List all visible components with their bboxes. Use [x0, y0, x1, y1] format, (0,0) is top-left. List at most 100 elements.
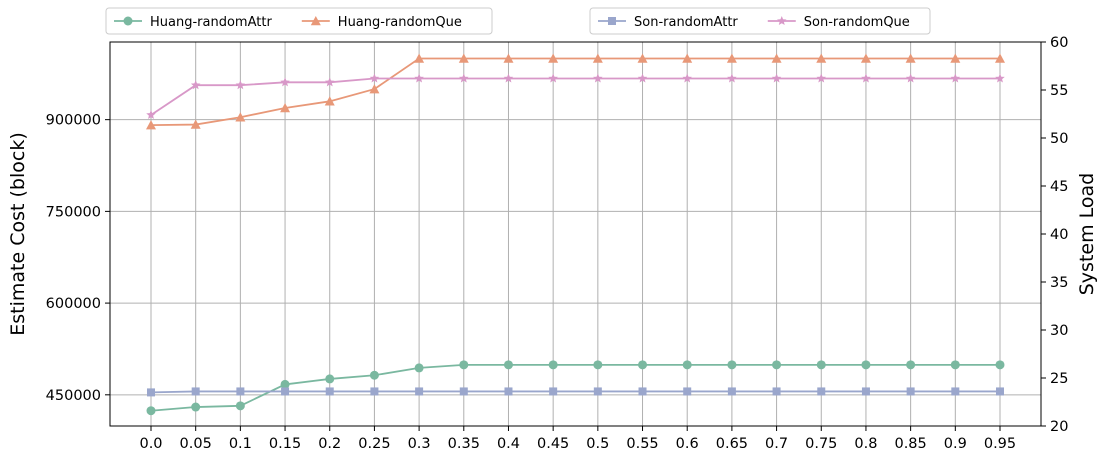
data-point	[638, 360, 648, 370]
x-tick-label: 0.55	[626, 436, 658, 452]
legend-item: Huang-randomQue	[301, 15, 462, 30]
data-point	[727, 73, 737, 83]
y-tick-label-right: 45	[1050, 179, 1068, 195]
legend-label: Huang-randomQue	[338, 15, 462, 30]
data-point	[771, 73, 782, 83]
data-point	[682, 360, 692, 370]
x-tick-label: 0.85	[894, 436, 926, 452]
x-tick-label: 0.5	[586, 436, 609, 452]
data-point	[280, 77, 290, 87]
data-point	[503, 53, 514, 63]
x-tick-label: 0.75	[805, 436, 837, 452]
x-tick-label: 0.3	[408, 436, 431, 452]
y-tick-label-right: 30	[1050, 323, 1068, 339]
data-point	[369, 370, 379, 380]
data-point	[727, 387, 736, 396]
legend-frame	[589, 7, 931, 35]
data-point	[369, 73, 380, 83]
data-point	[459, 387, 468, 396]
x-tick-label: 0.4	[497, 436, 520, 452]
legend-box: Huang-randomAttr Huang-randomQue	[105, 7, 493, 35]
x-tick-label: 0.0	[139, 436, 162, 452]
data-point	[861, 73, 871, 83]
series-layer	[146, 53, 1005, 416]
data-point	[235, 80, 246, 90]
data-point	[682, 53, 693, 63]
data-point	[995, 73, 1005, 83]
data-point	[190, 119, 201, 129]
data-point	[683, 387, 692, 396]
grid-layer	[110, 42, 1041, 426]
data-point	[414, 73, 424, 83]
y-tick-label-right: 20	[1050, 419, 1068, 435]
data-point	[637, 53, 648, 63]
data-point	[548, 73, 558, 83]
legend-label: Huang-randomAttr	[150, 15, 272, 30]
y-axis-title-left: Estimate Cost (block)	[7, 132, 29, 335]
data-point	[324, 96, 335, 106]
y-tick-label-left: 450000	[46, 388, 101, 404]
x-tick-label: 0.35	[448, 436, 480, 452]
series-son-randomattr	[147, 387, 1004, 397]
legend-label: Son-randomQue	[804, 15, 910, 30]
data-point	[593, 73, 603, 83]
data-point	[771, 53, 782, 63]
data-point	[951, 387, 960, 396]
data-point	[861, 387, 870, 396]
data-point	[727, 360, 737, 370]
data-point	[190, 80, 201, 90]
legend-box: Son-randomAttr Son-randomQue	[589, 7, 931, 35]
series-huang-randomattr	[146, 360, 1005, 416]
y-tick-label-right: 60	[1050, 35, 1068, 51]
data-point	[325, 374, 335, 384]
data-point	[995, 360, 1005, 370]
data-point	[772, 387, 781, 396]
axes-layer: 0.0 0.05 0.1 0.15 0.2 0.25 0.3 0.35 0.4 0.45 0.5 0.…	[7, 35, 1098, 452]
data-point	[816, 360, 826, 370]
data-point	[682, 73, 692, 83]
y-tick-label-left: 750000	[46, 204, 101, 220]
data-point	[459, 360, 469, 370]
data-point	[860, 53, 871, 63]
data-point	[280, 379, 290, 389]
data-point	[816, 53, 827, 63]
data-point	[146, 406, 156, 416]
data-point	[235, 401, 245, 411]
data-point	[950, 360, 960, 370]
x-tick-label: 0.2	[318, 436, 341, 452]
data-point	[777, 16, 787, 26]
x-tick-label: 0.45	[537, 436, 569, 452]
data-point	[325, 387, 334, 396]
data-point	[236, 387, 245, 396]
data-point	[324, 77, 335, 87]
data-point	[817, 387, 826, 396]
data-point	[906, 360, 916, 370]
data-point	[235, 112, 246, 122]
plot-frame	[109, 41, 1042, 427]
data-point	[146, 120, 156, 130]
data-point	[459, 73, 469, 83]
data-point	[191, 402, 201, 412]
data-point	[905, 73, 916, 83]
x-tick-label: 0.9	[944, 436, 967, 452]
data-point	[905, 53, 916, 63]
data-point	[280, 103, 291, 113]
y-axis-title-right: System Load	[1076, 173, 1098, 295]
y-tick-label-right: 35	[1050, 275, 1068, 291]
data-point	[414, 53, 425, 63]
y-tick-label-right: 25	[1050, 371, 1068, 387]
y-tick-label-right: 40	[1050, 227, 1068, 243]
y-tick-label-right: 55	[1050, 83, 1068, 99]
x-tick-label: 0.1	[229, 436, 252, 452]
x-tick-label: 0.6	[676, 436, 699, 452]
legend-label: Son-randomAttr	[634, 15, 738, 30]
y-tick-label-right: 50	[1050, 131, 1068, 147]
data-point	[147, 388, 155, 397]
data-point	[415, 387, 424, 396]
legend-layer: Huang-randomAttr Huang-randomQue Son-rando…	[105, 7, 931, 35]
series-huang-randomque	[146, 53, 1005, 130]
legend-item: Son-randomQue	[767, 15, 910, 30]
data-point	[593, 387, 602, 396]
data-point	[281, 387, 290, 396]
